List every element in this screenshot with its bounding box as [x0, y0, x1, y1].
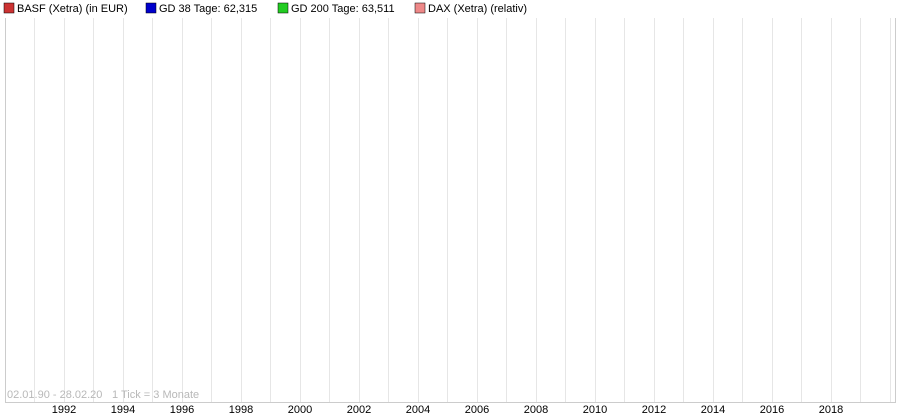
tick-interval-note: 1 Tick = 3 Monate: [112, 389, 199, 401]
legend-label-gd200: GD 200 Tage: 63,511: [291, 3, 395, 15]
legend-swatch-basf: [3, 2, 15, 14]
x-tick-label: 2016: [760, 404, 784, 416]
x-tick-label: 2014: [701, 404, 725, 416]
date-range-note: 02.01.90 - 28.02.20: [7, 389, 102, 401]
x-tick-label: 1994: [111, 404, 135, 416]
legend-item-dax: DAX (Xetra) (relativ): [414, 2, 527, 15]
legend-swatch-dax: [414, 2, 426, 14]
x-tick-label: 2004: [406, 404, 430, 416]
legend-label-dax: DAX (Xetra) (relativ): [428, 3, 527, 15]
legend: BASF (Xetra) (in EUR) GD 38 Tage: 62,315…: [3, 2, 527, 15]
x-tick-label: 2000: [288, 404, 312, 416]
legend-item-gd200: GD 200 Tage: 63,511: [277, 2, 395, 15]
x-tick-label: 1992: [52, 404, 76, 416]
grid-lines: [34, 18, 891, 402]
legend-item-basf: BASF (Xetra) (in EUR): [3, 2, 128, 15]
x-tick-label: 2008: [524, 404, 548, 416]
x-tick-label: 1996: [170, 404, 194, 416]
legend-swatch-gd200: [277, 2, 289, 14]
x-tick-label: 2002: [347, 404, 371, 416]
x-axis: 1992 1994 1996 1998 2000 2002 2004 2006 2008 2010…: [52, 404, 843, 416]
legend-label-gd38: GD 38 Tage: 62,315: [159, 3, 257, 15]
legend-label-basf: BASF (Xetra) (in EUR): [17, 3, 128, 15]
x-tick-label: 1998: [229, 404, 253, 416]
legend-swatch-gd38: [145, 2, 157, 14]
legend-item-gd38: GD 38 Tage: 62,315: [145, 2, 257, 15]
x-tick-label: 2012: [642, 404, 666, 416]
x-tick-label: 2018: [819, 404, 843, 416]
x-tick-label: 2010: [583, 404, 607, 416]
x-tick-label: 2006: [465, 404, 489, 416]
